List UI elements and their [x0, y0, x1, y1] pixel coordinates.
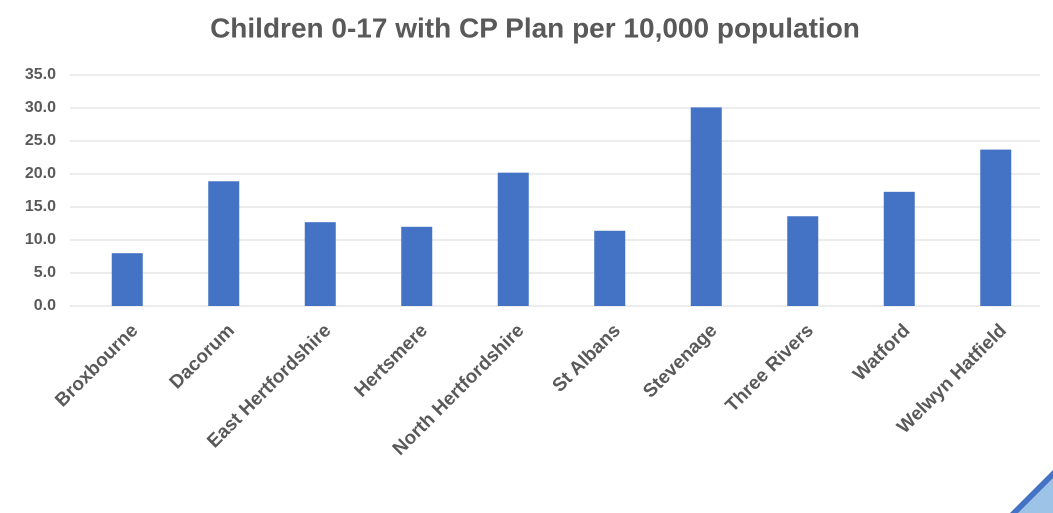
bar — [111, 253, 143, 306]
bar — [690, 107, 722, 306]
y-tick-label: 20.0 — [25, 165, 56, 182]
y-tick-label: 5.0 — [34, 264, 56, 281]
y-tick-label: 35.0 — [25, 66, 56, 83]
x-tick-label: Broxbourne — [51, 320, 142, 411]
bar — [497, 172, 529, 306]
corner-decoration — [1018, 478, 1053, 513]
y-tick-label: 30.0 — [25, 99, 56, 116]
y-tick-label: 0.0 — [34, 297, 56, 314]
bar — [980, 149, 1012, 306]
y-tick-label: 15.0 — [25, 198, 56, 215]
y-tick-label: 10.0 — [25, 231, 56, 248]
x-tick-label: Stevenage — [639, 320, 721, 402]
x-tick-label: Hertsmere — [351, 320, 432, 401]
x-tick-label: Watford — [849, 320, 914, 385]
x-tick-label: Dacorum — [166, 320, 239, 393]
bar — [304, 222, 336, 306]
x-tick-label: St Albans — [549, 320, 625, 396]
bar — [594, 230, 626, 306]
chart-title: Children 0-17 with CP Plan per 10,000 po… — [210, 12, 860, 43]
bar — [208, 181, 240, 306]
bar — [787, 216, 819, 306]
y-tick-label: 25.0 — [25, 132, 56, 149]
bar — [401, 226, 433, 306]
bar — [883, 191, 915, 306]
x-tick-label: Three Rivers — [722, 320, 818, 416]
